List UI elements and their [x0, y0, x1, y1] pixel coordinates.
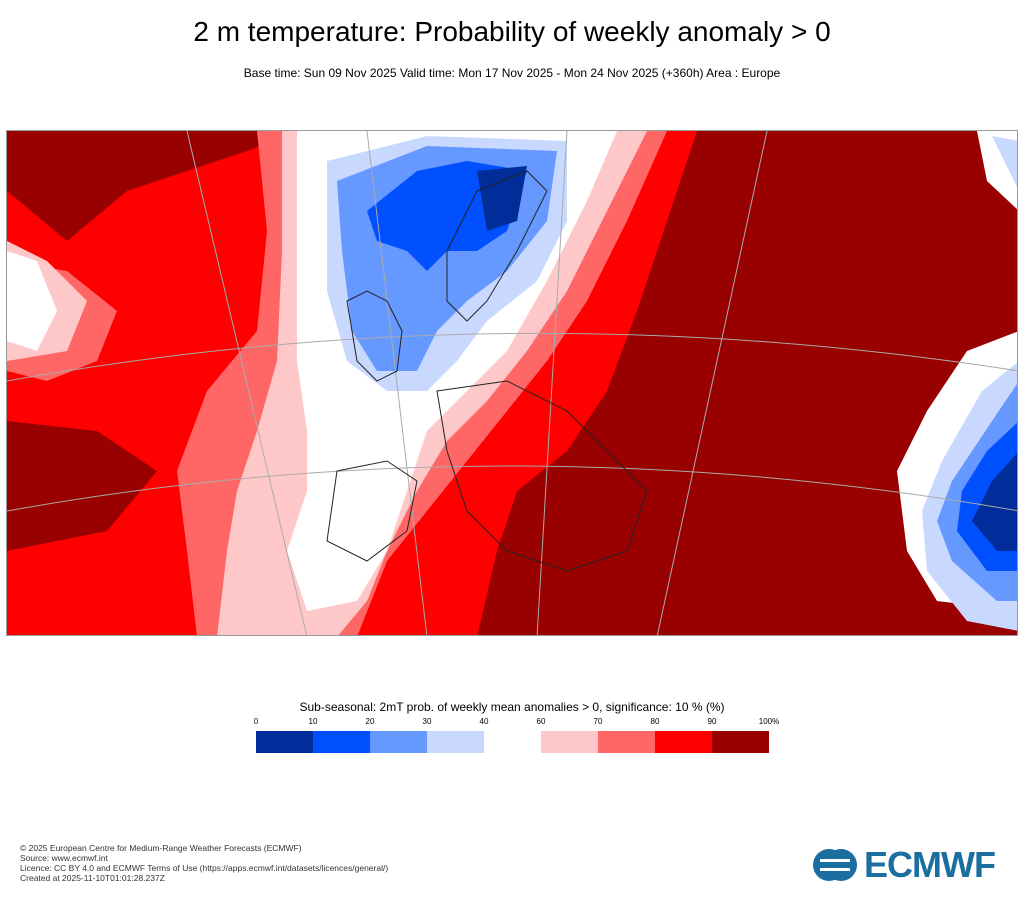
probability-map [6, 130, 1018, 636]
footer-credits: © 2025 European Centre for Medium-Range … [20, 843, 388, 883]
legend-swatch [427, 731, 484, 753]
created-text: Created at 2025-11-10T01:01:28.237Z [20, 873, 165, 883]
legend-swatch [655, 731, 712, 753]
legend-title: Sub-seasonal: 2mT prob. of weekly mean a… [299, 700, 725, 714]
legend-tick: 0 [253, 717, 259, 726]
legend-tick: 30 [422, 717, 432, 726]
legend-swatch [598, 731, 655, 753]
region-mid-low [337, 146, 1017, 601]
source-text: Source: www.ecmwf.int [20, 853, 108, 863]
legend-tick: 40 [479, 717, 489, 726]
ecmwf-logo-icon [813, 849, 857, 881]
legend-tick: 90 [707, 717, 717, 726]
legend-swatch [370, 731, 427, 753]
legend-tick: 80 [650, 717, 660, 726]
coastlines [326, 170, 648, 572]
legend-swatch [313, 731, 370, 753]
legend-swatch [541, 731, 598, 753]
logo-text: ECMWF [864, 844, 996, 885]
legend-tick: 70 [593, 717, 603, 726]
graticule [7, 131, 1017, 635]
legend-swatch [712, 731, 769, 753]
licence-text: Licence: CC BY 4.0 and ECMWF Terms of Us… [20, 863, 389, 873]
legend-tick: 20 [365, 717, 375, 726]
page-title: 2 m temperature: Probability of weekly a… [193, 16, 831, 47]
ecmwf-logo: ECMWF [812, 844, 996, 886]
legend-swatch [256, 731, 313, 753]
legend-tick: 100% [758, 717, 780, 726]
region-low [367, 161, 1017, 571]
page-subtitle: Base time: Sun 09 Nov 2025 Valid time: M… [243, 66, 781, 80]
legend-tick: 60 [536, 717, 546, 726]
copyright-text: © 2025 European Centre for Medium-Range … [20, 843, 302, 853]
legend-tick: 10 [308, 717, 318, 726]
